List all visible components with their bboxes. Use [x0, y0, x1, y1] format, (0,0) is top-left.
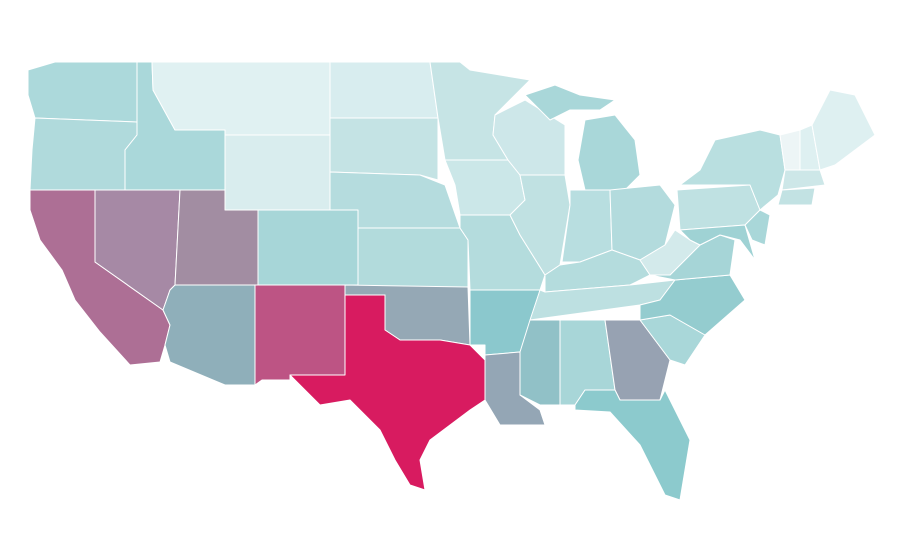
state — [289, 294, 486, 491]
state — [162, 284, 256, 386]
state — [519, 319, 561, 406]
state — [329, 61, 439, 119]
state — [639, 274, 746, 336]
state — [254, 284, 346, 386]
state — [811, 89, 876, 171]
state — [151, 61, 331, 136]
state — [444, 159, 526, 216]
state — [679, 224, 756, 261]
state — [29, 117, 138, 191]
state — [524, 84, 616, 121]
state — [224, 134, 331, 211]
state — [744, 209, 771, 246]
state — [577, 114, 641, 191]
state — [781, 169, 826, 191]
state — [329, 117, 439, 181]
state — [357, 227, 469, 288]
state — [574, 389, 691, 501]
state — [257, 209, 359, 286]
state — [561, 189, 613, 263]
state — [777, 187, 816, 206]
state — [27, 61, 138, 123]
